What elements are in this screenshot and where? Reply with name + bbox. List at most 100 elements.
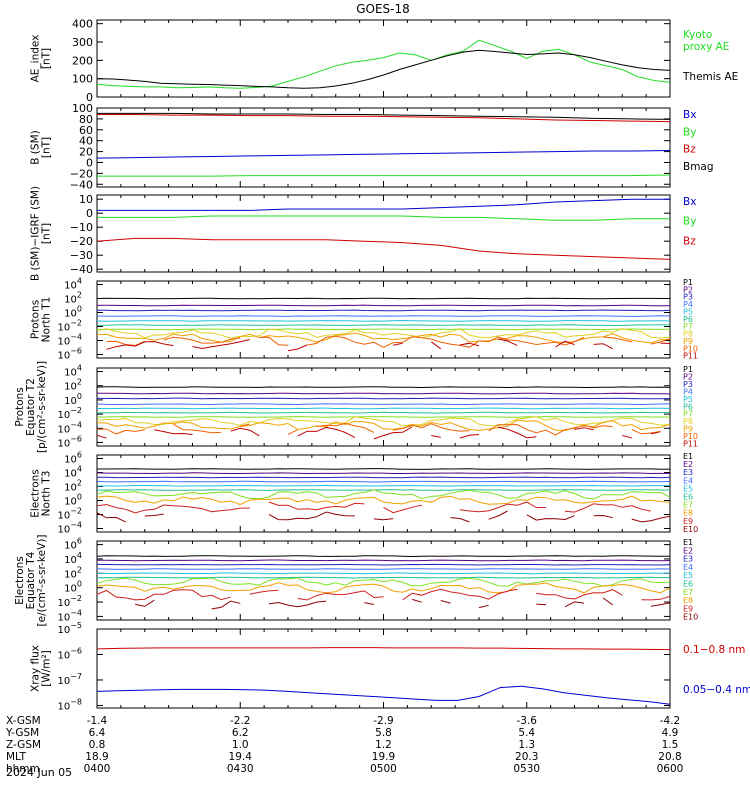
series-line-p9 <box>97 419 670 432</box>
legend-item-p2: P2 <box>683 372 693 381</box>
legend-item-e10: E10 <box>683 525 698 534</box>
legend-item-e8: E8 <box>683 509 693 518</box>
y-axis-label: B (SM)−IGRF (SM) [nT] <box>30 186 53 281</box>
series-line-bz <box>97 114 670 123</box>
y-tick-label: 104 <box>64 465 82 480</box>
series-line-e10 <box>526 514 575 521</box>
series-line-e1 <box>97 555 670 558</box>
legend-item: By <box>683 216 696 228</box>
series-line-p5 <box>97 319 670 322</box>
series-line-e4 <box>97 480 670 483</box>
y-tick-label: 100 <box>64 392 82 407</box>
panel-frame <box>96 628 671 709</box>
y-tick-label: 10−7 <box>57 672 82 687</box>
series-line-e10 <box>364 602 374 605</box>
series-line-p11 <box>459 434 480 439</box>
y-axis-label-line: Protons <box>30 300 42 339</box>
series-line-e10 <box>450 517 470 523</box>
y-tick-label: 40 <box>79 135 93 148</box>
data-series <box>97 297 670 352</box>
orbit-row-label: Y-GSM <box>5 727 39 739</box>
series-line-e10 <box>650 602 670 607</box>
y-tick-label: 100 <box>64 493 82 508</box>
series-line-p11 <box>392 342 403 346</box>
y-tick-label: 106 <box>64 537 82 552</box>
date-label: 2024 Jun 05 <box>6 766 72 779</box>
series-line-p11 <box>192 339 250 350</box>
orbit-cell: 18.9 <box>85 751 108 763</box>
legend-item-e7: E7 <box>683 501 693 510</box>
series-line-e10 <box>536 603 546 606</box>
legend-item-p7: P7 <box>683 322 693 331</box>
orbit-cell: 19.9 <box>372 751 395 763</box>
y-tick-label: −40 <box>70 178 93 191</box>
series-line-e9 <box>97 503 250 514</box>
orbit-cell: 1.3 <box>518 739 535 751</box>
series-line-p3 <box>97 397 670 400</box>
y-axis-label-line: Protons <box>14 387 26 426</box>
y-axis-label-line: North T1 <box>41 297 53 343</box>
legend-item-p1: P1 <box>683 278 693 287</box>
data-series <box>97 647 670 705</box>
series-line-e9 <box>459 501 546 513</box>
y-tick-label: 100 <box>72 102 93 115</box>
legend-item-e2: E2 <box>683 460 693 469</box>
orbit-row-label: Z-GSM <box>6 739 41 751</box>
panel-frame <box>96 194 671 273</box>
y-tick-label: −30 <box>70 249 93 262</box>
panel-frame <box>96 540 671 621</box>
series-line-p7 <box>97 328 670 331</box>
orbit-cell: -3.6 <box>517 715 538 727</box>
legend-item-p4: P4 <box>683 300 693 309</box>
y-tick-label: 10−6 <box>57 434 82 449</box>
y-tick-label: 100 <box>72 73 93 86</box>
y-tick-label: 10 <box>79 193 93 206</box>
series-line-e10 <box>440 600 451 604</box>
series-line-p1 <box>97 386 670 389</box>
legend-item-e3: E3 <box>683 468 693 477</box>
y-tick-label: 104 <box>64 364 82 379</box>
legend-item-p11: P11 <box>683 440 698 449</box>
series-line-e8 <box>97 582 670 594</box>
y-tick-label: 10−4 <box>57 420 82 435</box>
y-tick-label: 10−2 <box>57 319 82 334</box>
legend-item-e9: E9 <box>683 517 693 526</box>
legend-item: Bx <box>683 196 696 208</box>
series-line-p10 <box>650 338 670 345</box>
orbit-cell: 0400 <box>84 763 111 775</box>
y-tick-label: 10−2 <box>57 507 82 522</box>
series-line-e9 <box>402 588 518 601</box>
series-line-p11 <box>555 340 575 348</box>
y-axis-label-line: [nT] <box>41 137 53 158</box>
y-tick-label: 100 <box>64 580 82 595</box>
series-line-e10 <box>411 598 422 603</box>
y-axis-label-line: B (SM) <box>30 130 42 164</box>
legend-item-p9: P9 <box>683 425 693 434</box>
series-line-e8 <box>97 495 670 506</box>
y-axis-label: Protons North T1 <box>30 297 53 343</box>
orbit-row-label: MLT <box>6 751 26 763</box>
y-tick-label: −40 <box>70 263 93 276</box>
series-line-p4 <box>97 403 670 406</box>
series-line-e3 <box>97 563 670 566</box>
series-line-0-05-0-4-nm <box>97 685 670 705</box>
series-line-e5 <box>97 572 670 575</box>
y-axis-label: Xray flux [W/m²] <box>30 645 53 692</box>
panel-frame <box>96 19 671 98</box>
series-line-p10 <box>307 335 585 348</box>
series-line-bx <box>97 198 670 211</box>
orbit-cell: 1.5 <box>662 739 679 751</box>
y-axis-label-line: [nT] <box>41 223 53 244</box>
orbit-cell: 20.8 <box>658 751 681 763</box>
orbit-row-label: X-GSM <box>6 715 41 727</box>
legend-item-e8: E8 <box>683 596 693 605</box>
series-line-p11 <box>230 427 260 437</box>
data-series <box>97 198 670 260</box>
